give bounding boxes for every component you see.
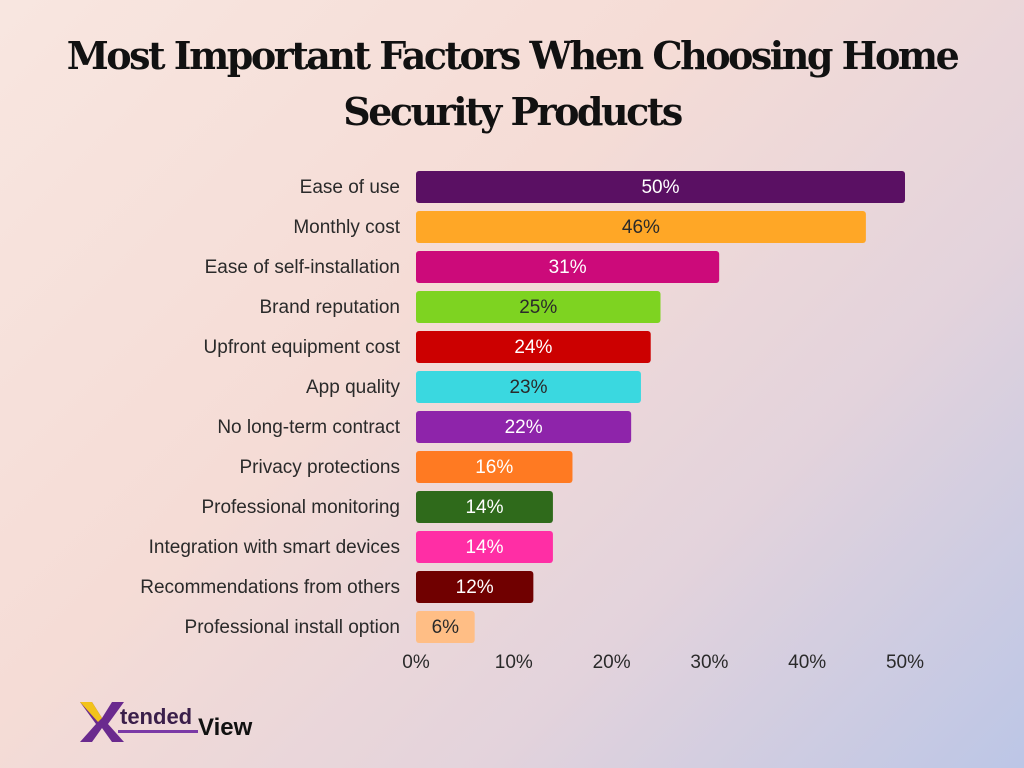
- data-label: 22%: [505, 417, 543, 438]
- category-label: Privacy protections: [239, 457, 400, 478]
- data-label: 46%: [622, 217, 660, 238]
- data-label: 23%: [509, 377, 547, 398]
- data-label: 14%: [465, 497, 503, 518]
- x-tick-label: 30%: [690, 652, 728, 673]
- logo-text-tended: tended: [120, 704, 193, 729]
- data-label: 6%: [432, 617, 460, 638]
- bar: [416, 171, 905, 203]
- x-tick-label: 0%: [402, 652, 430, 673]
- bar: [416, 251, 720, 283]
- x-tick-label: 20%: [593, 652, 631, 673]
- bar: [416, 611, 475, 643]
- x-logo-icon: [80, 702, 124, 742]
- bar: [416, 411, 632, 443]
- data-label: 12%: [456, 577, 494, 598]
- logo-text-view: View: [198, 714, 253, 741]
- data-label: 16%: [475, 457, 513, 478]
- category-label: No long-term contract: [217, 417, 400, 438]
- chart-title: Most Important Factors When Choosing Hom…: [66, 33, 960, 134]
- data-label: 25%: [519, 297, 557, 318]
- logo-underline: [118, 730, 198, 733]
- x-tick-label: 10%: [495, 652, 533, 673]
- category-label: App quality: [306, 377, 401, 398]
- bar: [416, 211, 866, 243]
- bar: [416, 371, 641, 403]
- category-label: Professional install option: [185, 617, 400, 638]
- xtendedview-logo: tended View: [78, 700, 278, 748]
- bar: [416, 331, 651, 363]
- bar: [416, 491, 553, 523]
- bar-chart: Ease of use 50% Monthly cost 46% Ease of sel…: [140, 171, 924, 673]
- category-label: Integration with smart devices: [149, 537, 400, 558]
- category-label: Brand reputation: [260, 297, 401, 318]
- category-label: Upfront equipment cost: [204, 337, 401, 358]
- category-label: Ease of self-installation: [205, 257, 400, 278]
- category-label: Ease of use: [300, 177, 400, 198]
- category-label: Professional monitoring: [201, 497, 400, 518]
- bar: [416, 531, 553, 563]
- bar: [416, 451, 573, 483]
- data-label: 24%: [514, 337, 552, 358]
- data-label: 50%: [641, 177, 679, 198]
- x-tick-label: 40%: [788, 652, 826, 673]
- bar: [416, 571, 534, 603]
- bar: [416, 291, 661, 323]
- category-label: Recommendations from others: [140, 577, 400, 598]
- category-label: Monthly cost: [293, 217, 400, 238]
- data-label: 31%: [549, 257, 587, 278]
- data-label: 14%: [465, 537, 503, 558]
- x-tick-label: 50%: [886, 652, 924, 673]
